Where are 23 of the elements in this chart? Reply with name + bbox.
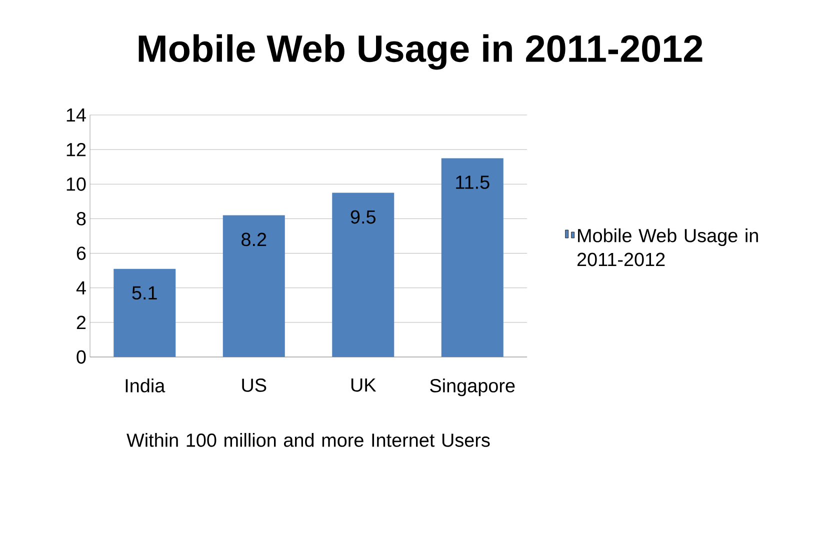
y-tick-label: 14 [66,108,86,122]
y-tick-label: 12 [66,142,86,156]
data-label: 5.1 [132,286,157,300]
y-tick-label: 8 [76,212,86,226]
data-label: 11.5 [456,176,490,189]
y-tick-label: 6 [76,246,86,260]
x-tick-label: US [242,378,266,392]
x-tick-label: UK [351,378,376,392]
x-axis-title: Within 100 million and more Internet Users [126,432,490,447]
bar [332,192,394,357]
data-label: 9.5 [350,210,376,224]
y-tick-label: 10 [66,177,86,191]
x-tick-label: India [126,378,166,392]
data-label: 8.2 [242,232,266,246]
y-tick-label: 4 [76,281,86,294]
bar [114,268,176,357]
chart-title: Mobile Web Usage in 2011-2012 [138,34,702,70]
legend-label: Mobile Web Usage in 2011-2012 [577,228,758,266]
y-tick-label: 0 [76,350,86,364]
y-tick-label: 2 [76,316,86,330]
bar [441,158,504,357]
bar [222,215,285,357]
x-tick-label: Singapore [430,378,515,396]
